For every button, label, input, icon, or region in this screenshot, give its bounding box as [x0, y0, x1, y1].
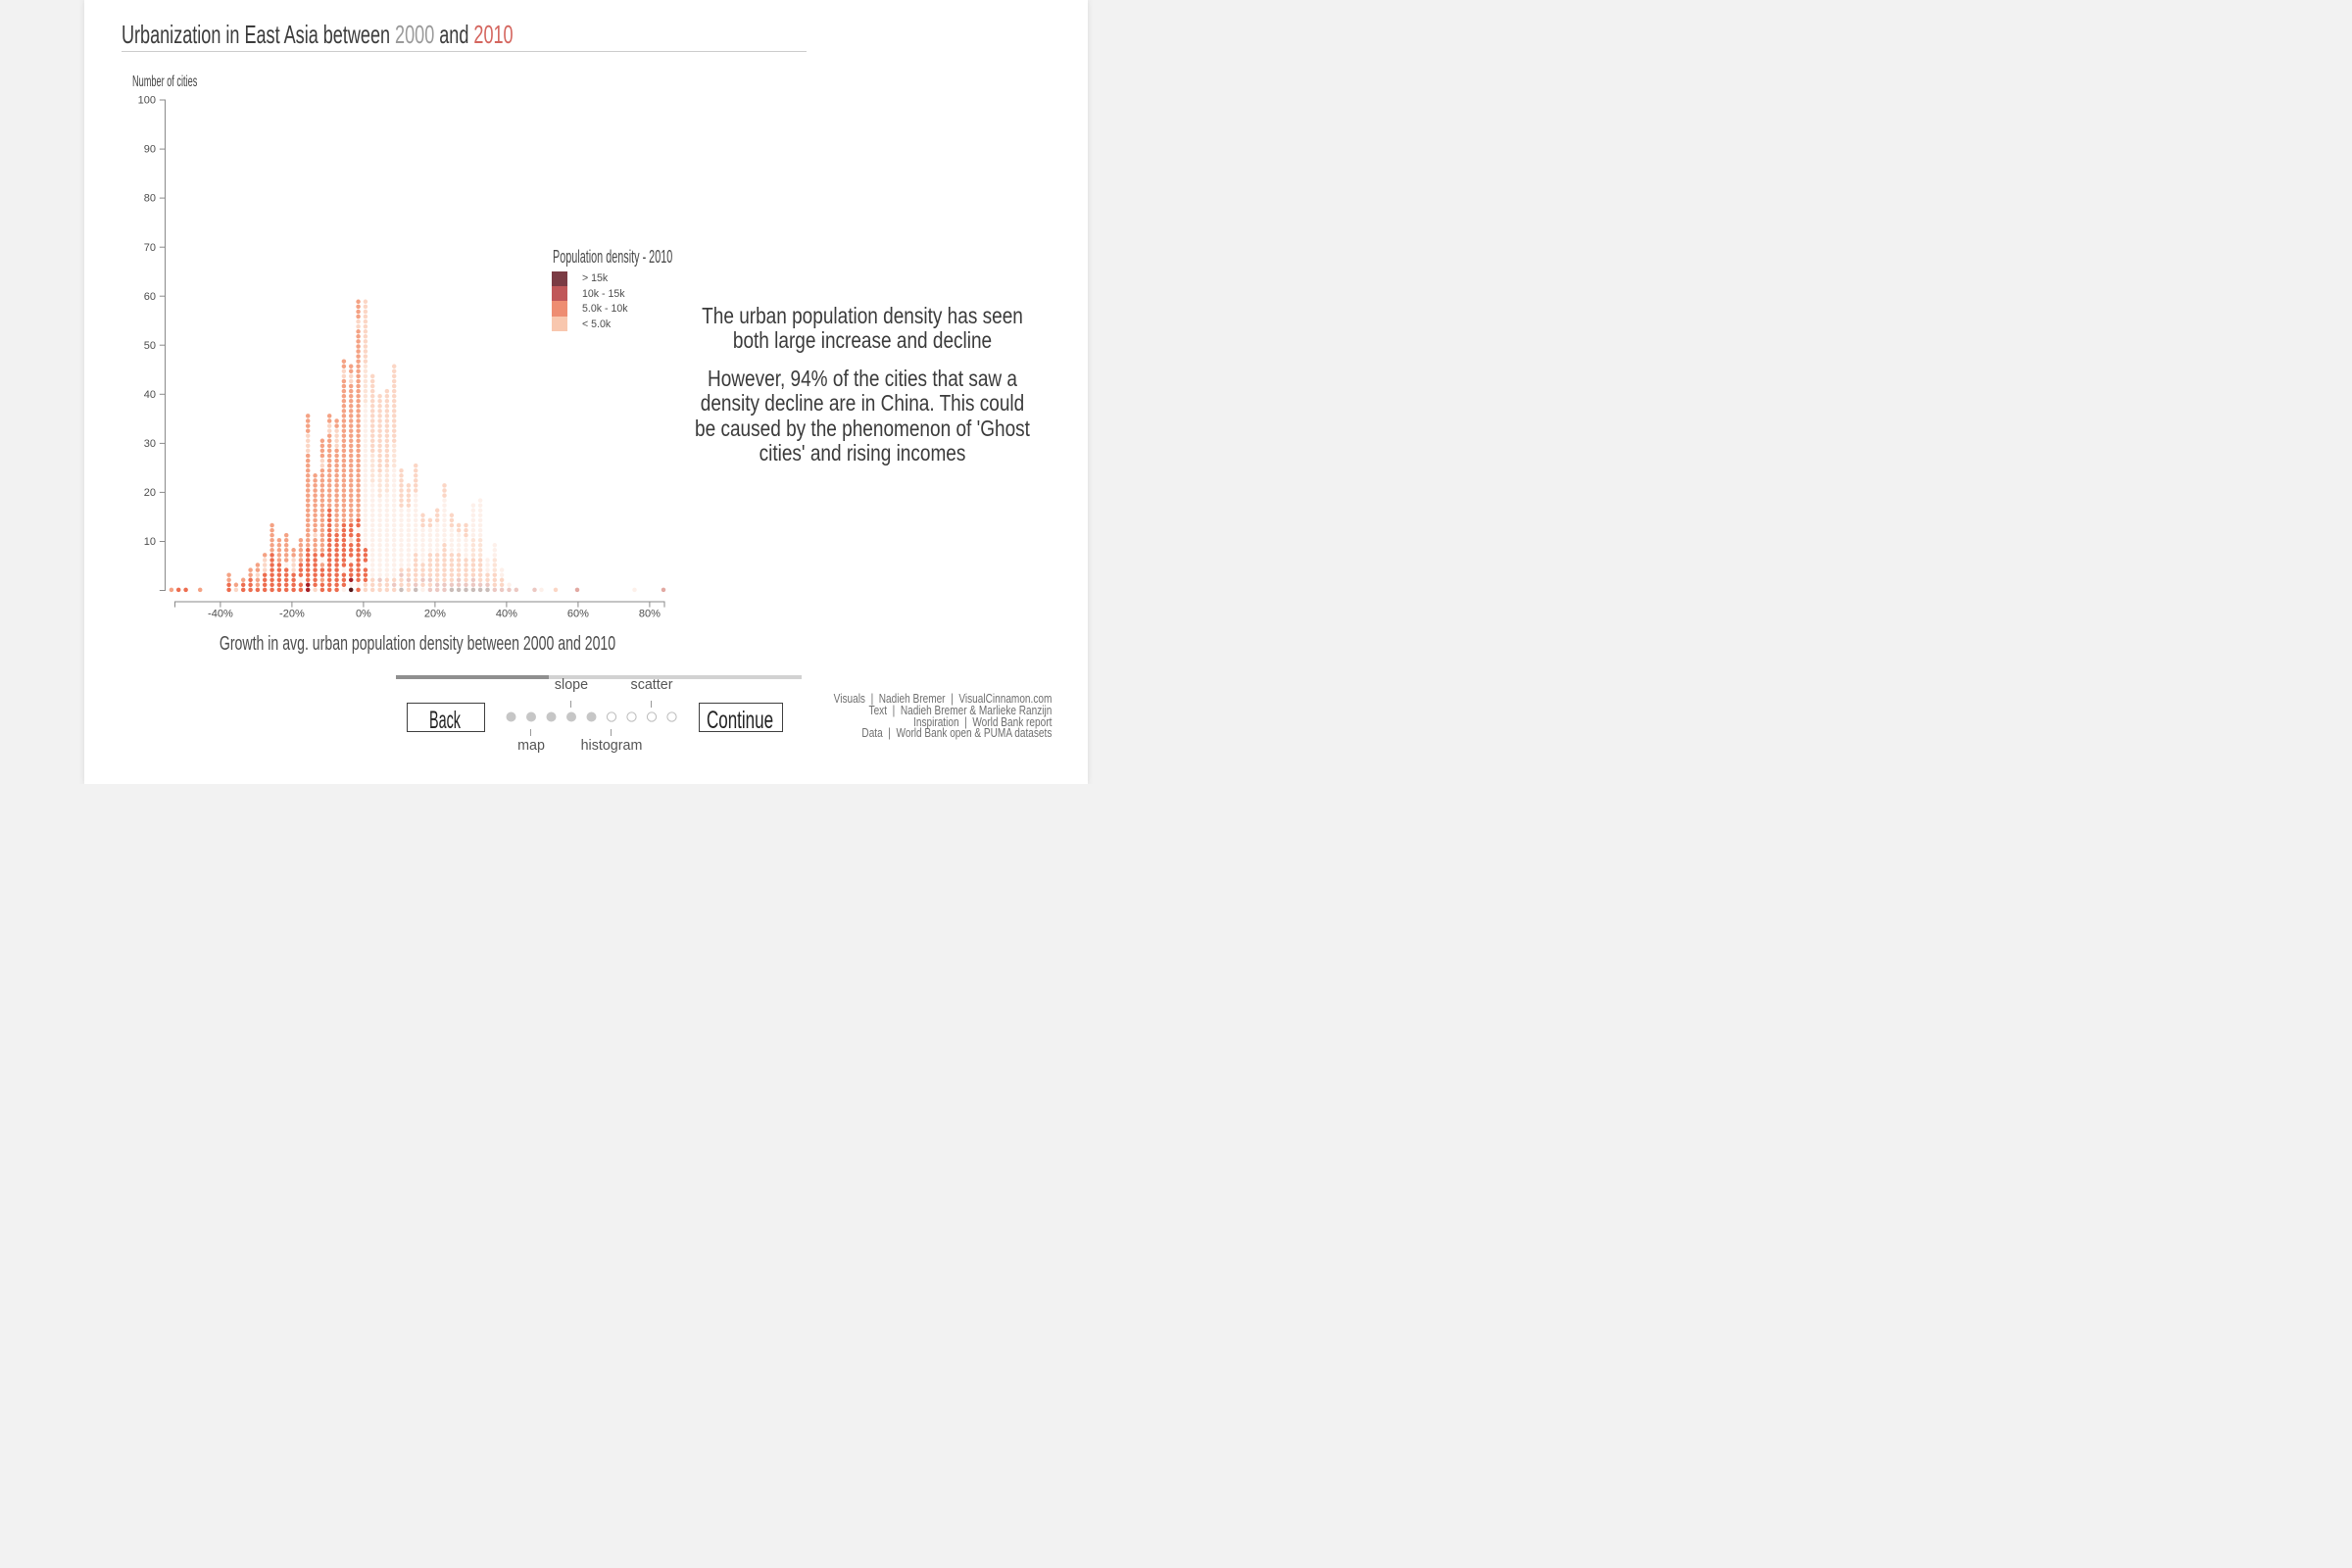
- svg-text:20: 20: [144, 487, 156, 499]
- svg-text:0%: 0%: [356, 609, 371, 620]
- svg-text:10: 10: [144, 536, 156, 548]
- svg-text:90: 90: [144, 144, 156, 156]
- svg-text:100: 100: [138, 95, 156, 107]
- svg-text:-20%: -20%: [279, 609, 305, 620]
- svg-text:80%: 80%: [639, 609, 661, 620]
- svg-text:50: 50: [144, 340, 156, 352]
- svg-text:70: 70: [144, 242, 156, 254]
- svg-text:40%: 40%: [496, 609, 517, 620]
- svg-text:40: 40: [144, 389, 156, 401]
- svg-text:80: 80: [144, 193, 156, 205]
- svg-text:60%: 60%: [567, 609, 589, 620]
- svg-text:20%: 20%: [424, 609, 446, 620]
- svg-text:60: 60: [144, 291, 156, 303]
- svg-text:30: 30: [144, 438, 156, 450]
- svg-text:-40%: -40%: [208, 609, 233, 620]
